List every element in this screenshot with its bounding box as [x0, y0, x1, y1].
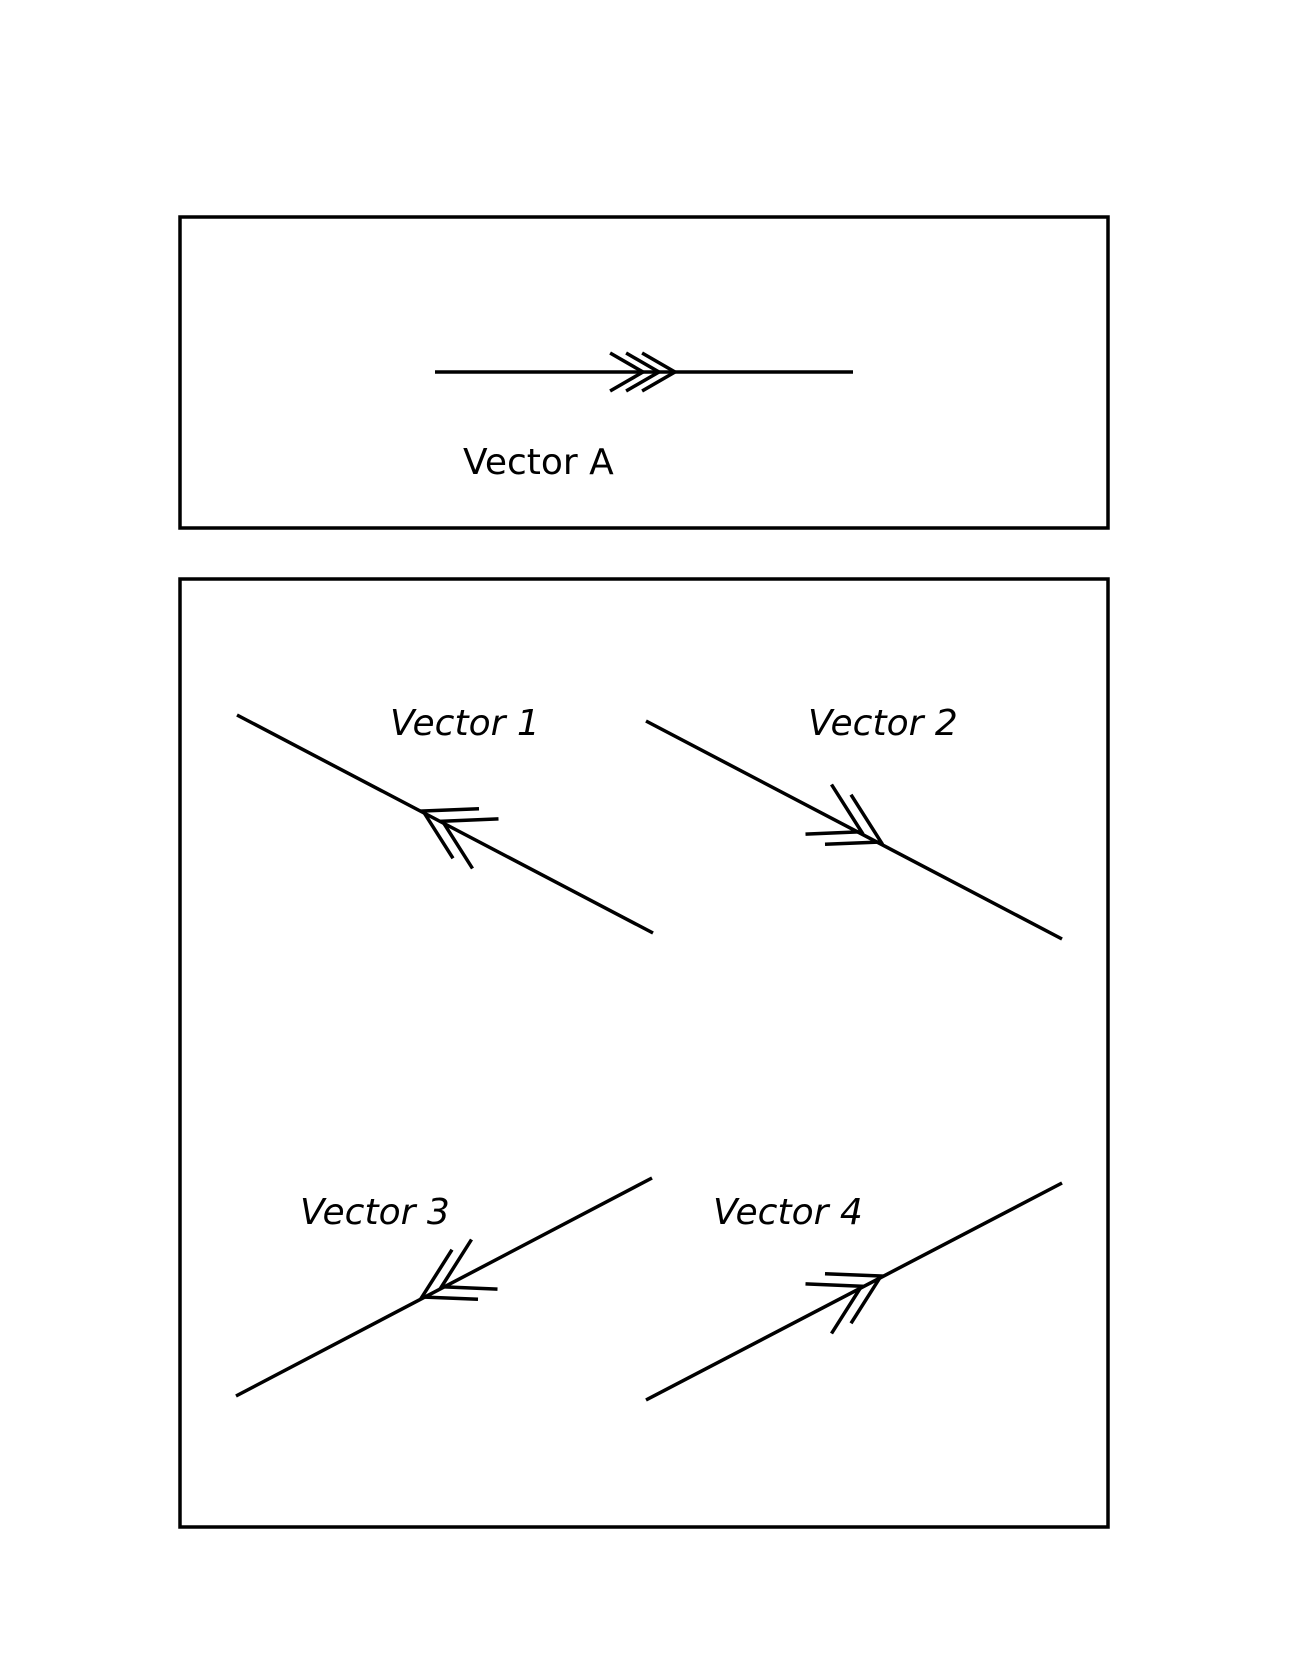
reference-panel-frame — [178, 215, 1110, 530]
options-panel: Vector 1 Vector 2 Vector 3 Vector 4 — [178, 577, 1110, 1529]
vector-3-chevron-2 — [438, 1238, 498, 1291]
vector-2-arrowhead-icon — [805, 783, 885, 847]
vector-a-label: Vector A — [463, 442, 614, 483]
options-panel-frame — [178, 577, 1110, 1529]
vector-1-chevron-1 — [419, 806, 480, 860]
vector-2-chevron-1 — [824, 793, 885, 847]
vector-3-arrowhead-icon — [418, 1238, 498, 1302]
vector-1-label: Vector 1 — [390, 703, 540, 744]
vector-a — [435, 351, 853, 393]
vector-a-arrowhead-icon — [609, 351, 679, 393]
vector-a-chevron-1 — [641, 351, 679, 393]
vector-1-chevron-2 — [439, 817, 499, 870]
vector-2 — [645, 719, 1063, 941]
vector-4 — [645, 1181, 1063, 1402]
vector-4-label: Vector 4 — [713, 1192, 863, 1233]
reference-panel: Vector A — [178, 215, 1110, 530]
vector-3 — [235, 1176, 653, 1398]
vector-2-line — [645, 719, 1063, 941]
vector-3-label: Vector 3 — [300, 1192, 450, 1233]
vector-2-chevron-2 — [805, 783, 865, 836]
vector-a-chevron-2 — [625, 351, 663, 393]
vector-1-arrowhead-icon — [419, 806, 499, 870]
vector-4-arrowhead-icon — [805, 1271, 885, 1335]
vector-1 — [236, 713, 654, 935]
vector-4-chevron-2 — [805, 1282, 865, 1335]
vector-3-chevron-1 — [418, 1248, 479, 1302]
vector-2-label: Vector 2 — [808, 703, 958, 744]
vector-a-chevron-3 — [609, 351, 647, 393]
vector-4-line — [645, 1181, 1063, 1402]
vector-4-chevron-1 — [824, 1271, 885, 1325]
